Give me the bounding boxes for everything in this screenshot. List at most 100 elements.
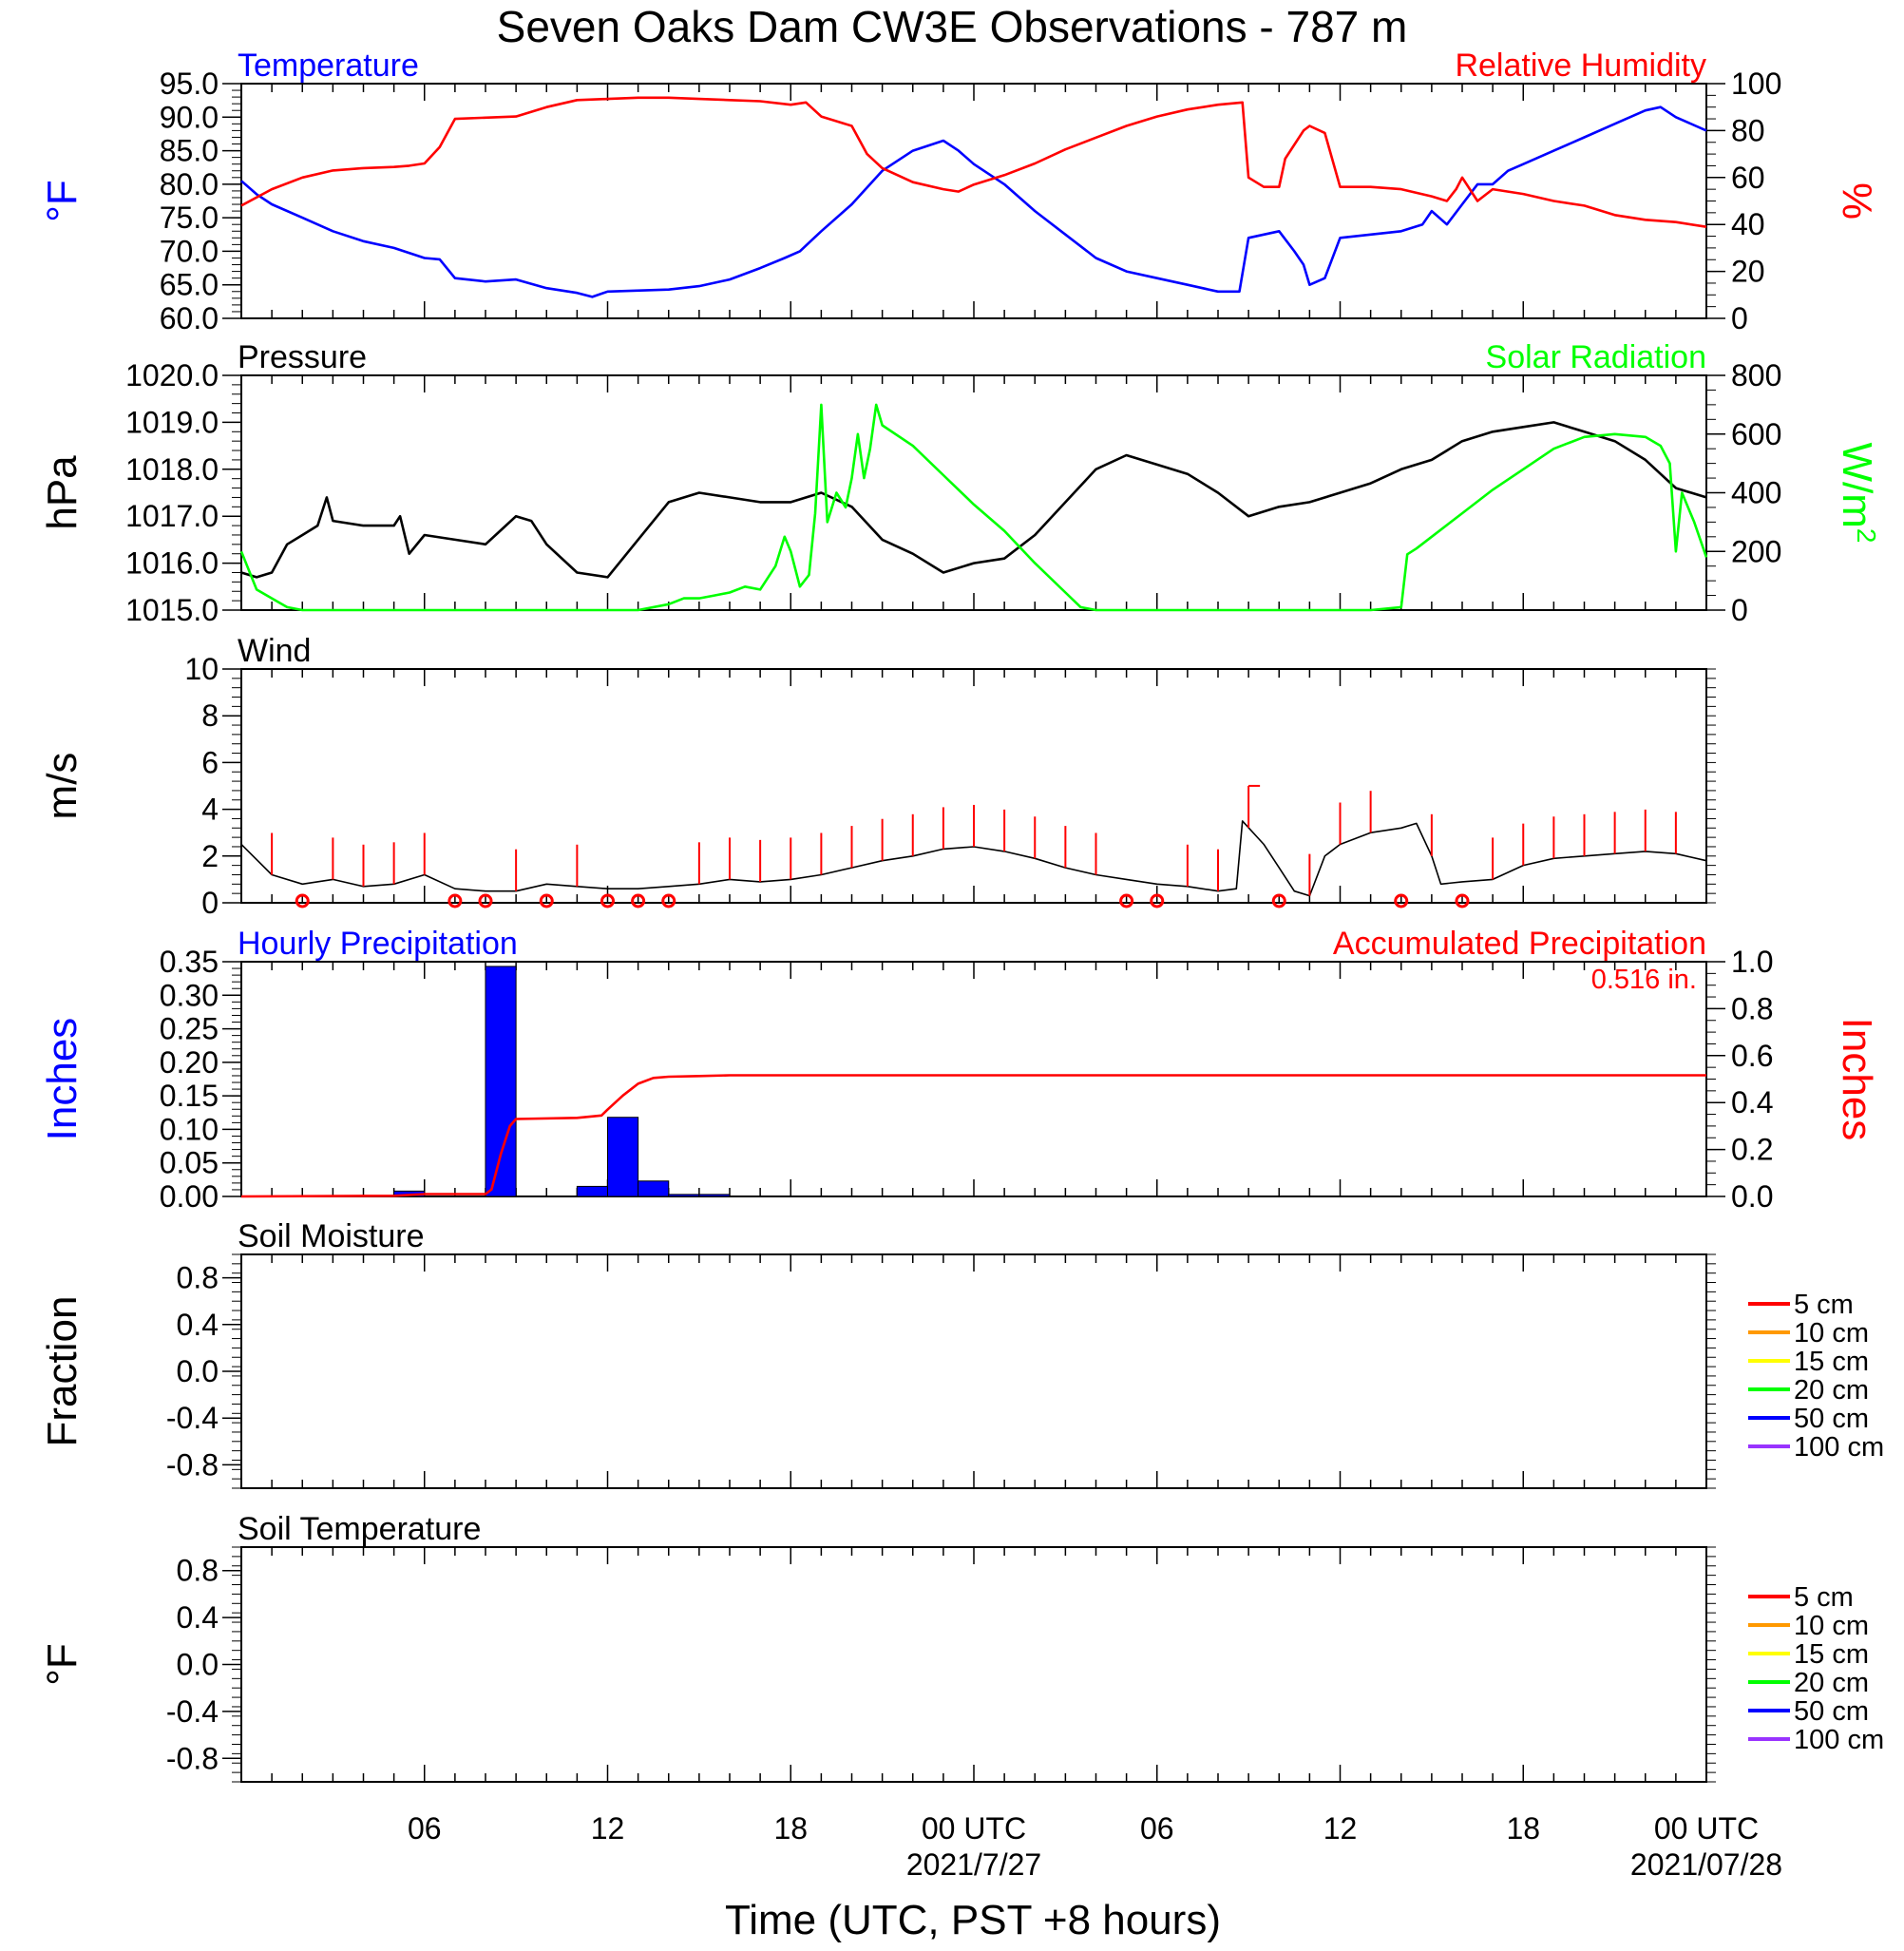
left-tick-label: 10	[184, 652, 219, 686]
left-tick-label: 1019.0	[125, 405, 219, 439]
precip-bar	[576, 1185, 608, 1197]
legend-label: 10 cm	[1794, 1611, 1869, 1641]
left-tick-label: 0.8	[177, 1554, 219, 1588]
left-axis-label: m/s	[39, 753, 86, 820]
left-tick-label: 0.35	[160, 945, 219, 979]
panel-wind: 0 2 4 6 8 10 Wind m/s	[39, 633, 1716, 920]
left-tick-label: 95.0	[160, 67, 219, 101]
panel-left-title: Temperature	[238, 48, 419, 84]
calm-wind-marker	[539, 893, 554, 909]
legend-label: 15 cm	[1794, 1639, 1869, 1670]
left-tick-label: 0.25	[160, 1012, 219, 1046]
left-tick-label: 85.0	[160, 134, 219, 168]
right-tick-label: 0.2	[1731, 1133, 1773, 1167]
panel-frame	[240, 668, 1707, 904]
right-tick-label: 0	[1731, 301, 1748, 335]
left-tick-label: 0.4	[177, 1308, 219, 1342]
left-tick-label: 70.0	[160, 234, 219, 268]
left-axis-label: °F	[39, 180, 86, 221]
panel-left-title: Soil Temperature	[238, 1511, 481, 1547]
left-tick-label: 0.0	[177, 1354, 219, 1388]
panel-left-title: Soil Moisture	[238, 1218, 425, 1254]
panel-frame	[240, 961, 1707, 1197]
left-tick-label: -0.8	[166, 1741, 219, 1775]
panel-right-title: Accumulated Precipitation	[1333, 926, 1706, 962]
x-date-label: 2021/07/28	[1630, 1847, 1782, 1882]
right-tick-label: 60	[1731, 161, 1765, 195]
right-tick-label: 100	[1731, 67, 1781, 101]
panel-left-title: Wind	[238, 633, 311, 669]
right-tick-label: 0	[1731, 593, 1748, 627]
axis-label-superscript: 2	[1853, 528, 1882, 544]
legend-label: 20 cm	[1794, 1668, 1869, 1698]
left-axis-label: hPa	[39, 455, 86, 530]
right-tick-label: 0.8	[1731, 991, 1773, 1025]
calm-wind-marker	[478, 893, 493, 909]
series-line-left-0	[240, 105, 1707, 298]
calm-wind-marker	[295, 893, 310, 909]
left-tick-label: 0.20	[160, 1045, 219, 1080]
x-tick-label: 00 UTC	[922, 1811, 1026, 1846]
legend-label: 15 cm	[1794, 1347, 1869, 1377]
panel-right-title: Relative Humidity	[1455, 48, 1706, 84]
legend-label: 50 cm	[1794, 1404, 1869, 1434]
left-tick-label: 65.0	[160, 268, 219, 302]
panel-temp_rh: 60.065.070.075.080.085.090.095.0 0 20 40 60 8…	[39, 48, 1880, 335]
right-tick-label: 200	[1731, 534, 1781, 568]
precip-bar	[668, 1194, 700, 1197]
x-tick-label: 12	[591, 1811, 625, 1846]
x-tick-label: 00 UTC	[1654, 1811, 1759, 1846]
legend-label: 100 cm	[1794, 1432, 1884, 1463]
right-tick-label: 20	[1731, 255, 1765, 289]
legend-label: 5 cm	[1794, 1290, 1854, 1320]
left-tick-label: 1020.0	[125, 358, 219, 392]
calm-wind-marker	[447, 893, 463, 909]
legend-label: 5 cm	[1794, 1582, 1854, 1613]
left-tick-label: 2	[201, 839, 219, 873]
panel-right-title: Solar Radiation	[1486, 339, 1706, 375]
left-tick-label: -0.4	[166, 1694, 219, 1729]
x-date-label: 2021/7/27	[906, 1847, 1041, 1882]
legend-label: 100 cm	[1794, 1725, 1884, 1755]
calm-wind-marker	[600, 893, 615, 909]
calm-wind-marker	[1150, 893, 1165, 909]
panel-soil_moisture: -0.8 -0.4 0.0 0.4 0.8 Soil Moisture Fraction 5 …	[39, 1218, 1884, 1489]
right-tick-label: 0.4	[1731, 1085, 1773, 1119]
left-tick-label: 4	[201, 793, 219, 827]
left-tick-label: -0.4	[166, 1401, 219, 1435]
x-tick-label: 18	[773, 1811, 808, 1846]
right-tick-label: 0.6	[1731, 1039, 1773, 1073]
right-tick-label: 600	[1731, 417, 1781, 451]
series-line-right-0	[240, 1074, 1706, 1198]
series-line-right-1	[239, 403, 1708, 612]
left-tick-label: 0	[201, 886, 219, 920]
left-tick-label: 0.05	[160, 1146, 219, 1180]
legend-label: 50 cm	[1794, 1696, 1869, 1727]
x-tick-label: 18	[1506, 1811, 1540, 1846]
right-axis-label: W/m2	[1834, 443, 1882, 544]
right-tick-label: 400	[1731, 476, 1781, 510]
left-axis-label: Fraction	[39, 1296, 86, 1447]
right-tick-label: 0.0	[1731, 1179, 1773, 1214]
panel-precip: 0.000.050.100.150.200.250.300.35 0.0 0.2 0.…	[39, 926, 1880, 1214]
right-axis-label: Inches	[1834, 1018, 1880, 1141]
left-tick-label: 1017.0	[125, 499, 219, 533]
left-tick-label: 0.15	[160, 1079, 219, 1113]
panels-group: 60.065.070.075.080.085.090.095.002040608…	[39, 48, 1884, 1783]
calm-wind-marker	[1455, 893, 1470, 909]
left-tick-label: 60.0	[160, 301, 219, 335]
precip-bar	[607, 1117, 639, 1197]
panel-frame	[240, 374, 1707, 611]
calm-wind-marker	[661, 893, 676, 909]
panel-frame	[240, 1546, 1707, 1783]
x-tick-label: 12	[1323, 1811, 1358, 1846]
chart-title: Seven Oaks Dam CW3E Observations - 787 m	[497, 2, 1408, 51]
left-tick-label: 6	[201, 745, 219, 779]
left-tick-label: 90.0	[160, 100, 219, 134]
left-tick-label: 0.00	[160, 1179, 219, 1214]
accum-precip-annotation: 0.516 in.	[1591, 965, 1697, 995]
left-tick-label: 0.0	[177, 1648, 219, 1682]
right-tick-label: 1.0	[1731, 945, 1773, 979]
